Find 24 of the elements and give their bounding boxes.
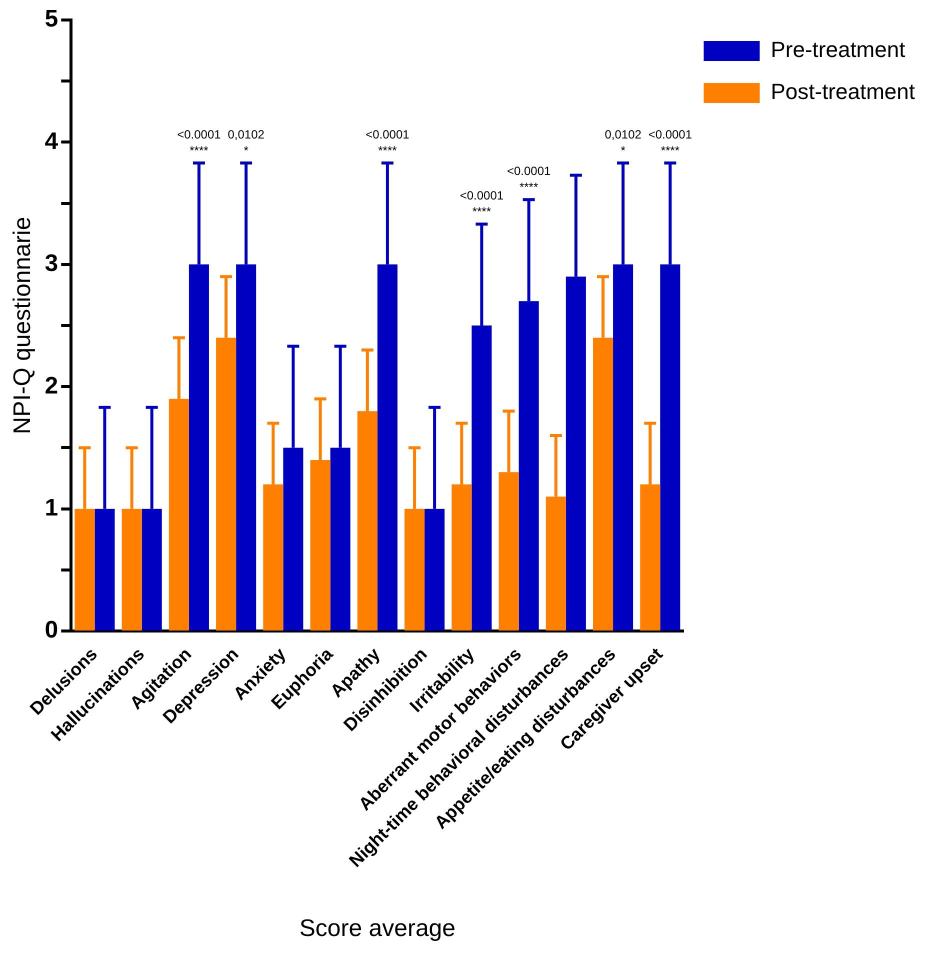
annotation: 0,0102	[228, 127, 265, 142]
annotation: ****	[519, 180, 538, 194]
y-tick-label: 1	[44, 494, 58, 522]
y-tick-label: 2	[44, 372, 58, 400]
legend-label: Pre-treatment	[770, 37, 906, 62]
annotation: ****	[472, 204, 492, 218]
annotation: *	[244, 143, 249, 158]
annotation: ****	[660, 143, 680, 158]
annotation: *	[620, 143, 626, 158]
legend-label: Post-treatment	[770, 79, 916, 104]
annotation: ****	[378, 143, 398, 158]
annotation: <0.0001	[177, 127, 222, 142]
y-tick-label: 4	[44, 128, 59, 155]
y-tick-label: 0	[44, 616, 58, 644]
annotation: <0.0001	[648, 127, 692, 142]
annotation: 0,0102	[604, 127, 642, 142]
y-tick-label: 3	[44, 250, 58, 278]
annotation: <0.0001	[366, 127, 410, 142]
annotation: <0.0001	[506, 164, 551, 178]
annotation: <0.0001	[460, 188, 504, 202]
y-axis-title: NPI-Q questionnarie	[9, 216, 36, 434]
x-axis-title: Score average	[299, 915, 456, 942]
y-tick-label: 5	[44, 6, 58, 33]
annotation: ****	[190, 143, 209, 158]
